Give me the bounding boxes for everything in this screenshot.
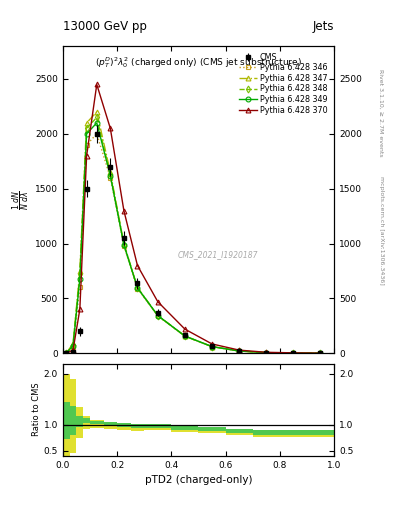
Pythia 6.428 346 (94, 131, 99, 137)
Pythia 6.428 370 (210, 341, 215, 347)
Pythia 6.428 348 (77, 271, 82, 278)
Pythia 6.428 349 (210, 344, 215, 350)
Pythia 6.428 349 (135, 285, 140, 291)
Pythia 6.428 346 (71, 344, 75, 350)
Text: 13000 GeV pp: 13000 GeV pp (63, 20, 147, 33)
Pythia 6.428 346 (210, 344, 215, 350)
Line: Pythia 6.428 348: Pythia 6.428 348 (64, 115, 323, 356)
Pythia 6.428 346 (108, 175, 113, 181)
Pythia 6.428 346 (156, 313, 160, 319)
Pythia 6.428 349 (64, 350, 69, 356)
Pythia 6.428 347 (237, 348, 241, 354)
Pythia 6.428 348 (121, 242, 126, 248)
Pythia 6.428 370 (135, 263, 140, 269)
Pythia 6.428 348 (71, 342, 75, 348)
Pythia 6.428 347 (264, 350, 269, 356)
Text: Jets: Jets (312, 20, 334, 33)
Line: Pythia 6.428 347: Pythia 6.428 347 (64, 110, 323, 356)
Pythia 6.428 370 (71, 347, 75, 353)
Pythia 6.428 347 (64, 350, 69, 356)
Pythia 6.428 370 (318, 350, 323, 356)
Pythia 6.428 348 (318, 350, 323, 356)
Pythia 6.428 347 (135, 284, 140, 290)
Text: $(p_T^D)^2\lambda_0^2$ (charged only) (CMS jet substructure): $(p_T^D)^2\lambda_0^2$ (charged only) (C… (95, 55, 302, 70)
Pythia 6.428 348 (135, 285, 140, 291)
Pythia 6.428 349 (77, 275, 82, 282)
Legend: CMS, Pythia 6.428 346, Pythia 6.428 347, Pythia 6.428 348, Pythia 6.428 349, Pyt: CMS, Pythia 6.428 346, Pythia 6.428 347,… (237, 50, 330, 117)
Pythia 6.428 348 (210, 344, 215, 350)
Pythia 6.428 346 (318, 350, 323, 356)
Pythia 6.428 346 (84, 142, 89, 148)
Pythia 6.428 349 (121, 242, 126, 248)
Pythia 6.428 347 (94, 109, 99, 115)
Pythia 6.428 348 (291, 350, 296, 356)
Pythia 6.428 349 (156, 312, 160, 318)
Pythia 6.428 346 (135, 286, 140, 292)
Pythia 6.428 349 (84, 131, 89, 137)
Pythia 6.428 370 (121, 207, 126, 214)
Pythia 6.428 349 (94, 120, 99, 126)
Pythia 6.428 347 (183, 333, 187, 339)
Pythia 6.428 370 (77, 306, 82, 312)
Pythia 6.428 347 (108, 169, 113, 175)
Pythia 6.428 370 (94, 81, 99, 88)
Pythia 6.428 347 (71, 340, 75, 347)
Pythia 6.428 347 (210, 344, 215, 350)
Y-axis label: $\frac{1}{N}\frac{dN}{d\lambda}$: $\frac{1}{N}\frac{dN}{d\lambda}$ (11, 189, 32, 210)
Pythia 6.428 349 (237, 348, 241, 354)
Pythia 6.428 370 (183, 326, 187, 332)
Y-axis label: Ratio to CMS: Ratio to CMS (32, 383, 41, 436)
Pythia 6.428 348 (264, 350, 269, 356)
Pythia 6.428 348 (94, 114, 99, 120)
Pythia 6.428 348 (64, 350, 69, 356)
Pythia 6.428 348 (237, 348, 241, 354)
Pythia 6.428 346 (77, 284, 82, 290)
Line: Pythia 6.428 349: Pythia 6.428 349 (64, 120, 323, 356)
Pythia 6.428 346 (264, 350, 269, 356)
Pythia 6.428 349 (264, 350, 269, 356)
Pythia 6.428 370 (156, 298, 160, 305)
Pythia 6.428 347 (318, 350, 323, 356)
Pythia 6.428 347 (156, 312, 160, 318)
Pythia 6.428 346 (237, 348, 241, 354)
Pythia 6.428 370 (264, 349, 269, 355)
Pythia 6.428 346 (183, 333, 187, 339)
Pythia 6.428 370 (291, 350, 296, 356)
Pythia 6.428 370 (64, 350, 69, 356)
Line: Pythia 6.428 346: Pythia 6.428 346 (64, 132, 323, 356)
Pythia 6.428 370 (237, 347, 241, 353)
Text: CMS_2021_I1920187: CMS_2021_I1920187 (177, 250, 258, 260)
Pythia 6.428 346 (291, 350, 296, 356)
Pythia 6.428 349 (318, 350, 323, 356)
Pythia 6.428 348 (183, 333, 187, 339)
Pythia 6.428 347 (84, 120, 89, 126)
Pythia 6.428 370 (84, 153, 89, 159)
Pythia 6.428 347 (121, 241, 126, 247)
Pythia 6.428 348 (156, 313, 160, 319)
Pythia 6.428 348 (84, 125, 89, 132)
Text: mcplots.cern.ch [arXiv:1306.3436]: mcplots.cern.ch [arXiv:1306.3436] (379, 176, 384, 285)
Pythia 6.428 348 (108, 172, 113, 178)
Pythia 6.428 347 (77, 268, 82, 274)
Pythia 6.428 346 (64, 350, 69, 356)
Pythia 6.428 346 (121, 243, 126, 249)
Pythia 6.428 349 (291, 350, 296, 356)
Pythia 6.428 349 (71, 343, 75, 349)
Pythia 6.428 349 (108, 173, 113, 179)
Pythia 6.428 347 (291, 350, 296, 356)
Line: Pythia 6.428 370: Pythia 6.428 370 (64, 82, 323, 356)
X-axis label: pTD2 (charged-only): pTD2 (charged-only) (145, 475, 252, 485)
Pythia 6.428 370 (108, 125, 113, 132)
Pythia 6.428 349 (183, 333, 187, 339)
Text: Rivet 3.1.10, ≥ 2.7M events: Rivet 3.1.10, ≥ 2.7M events (379, 69, 384, 157)
